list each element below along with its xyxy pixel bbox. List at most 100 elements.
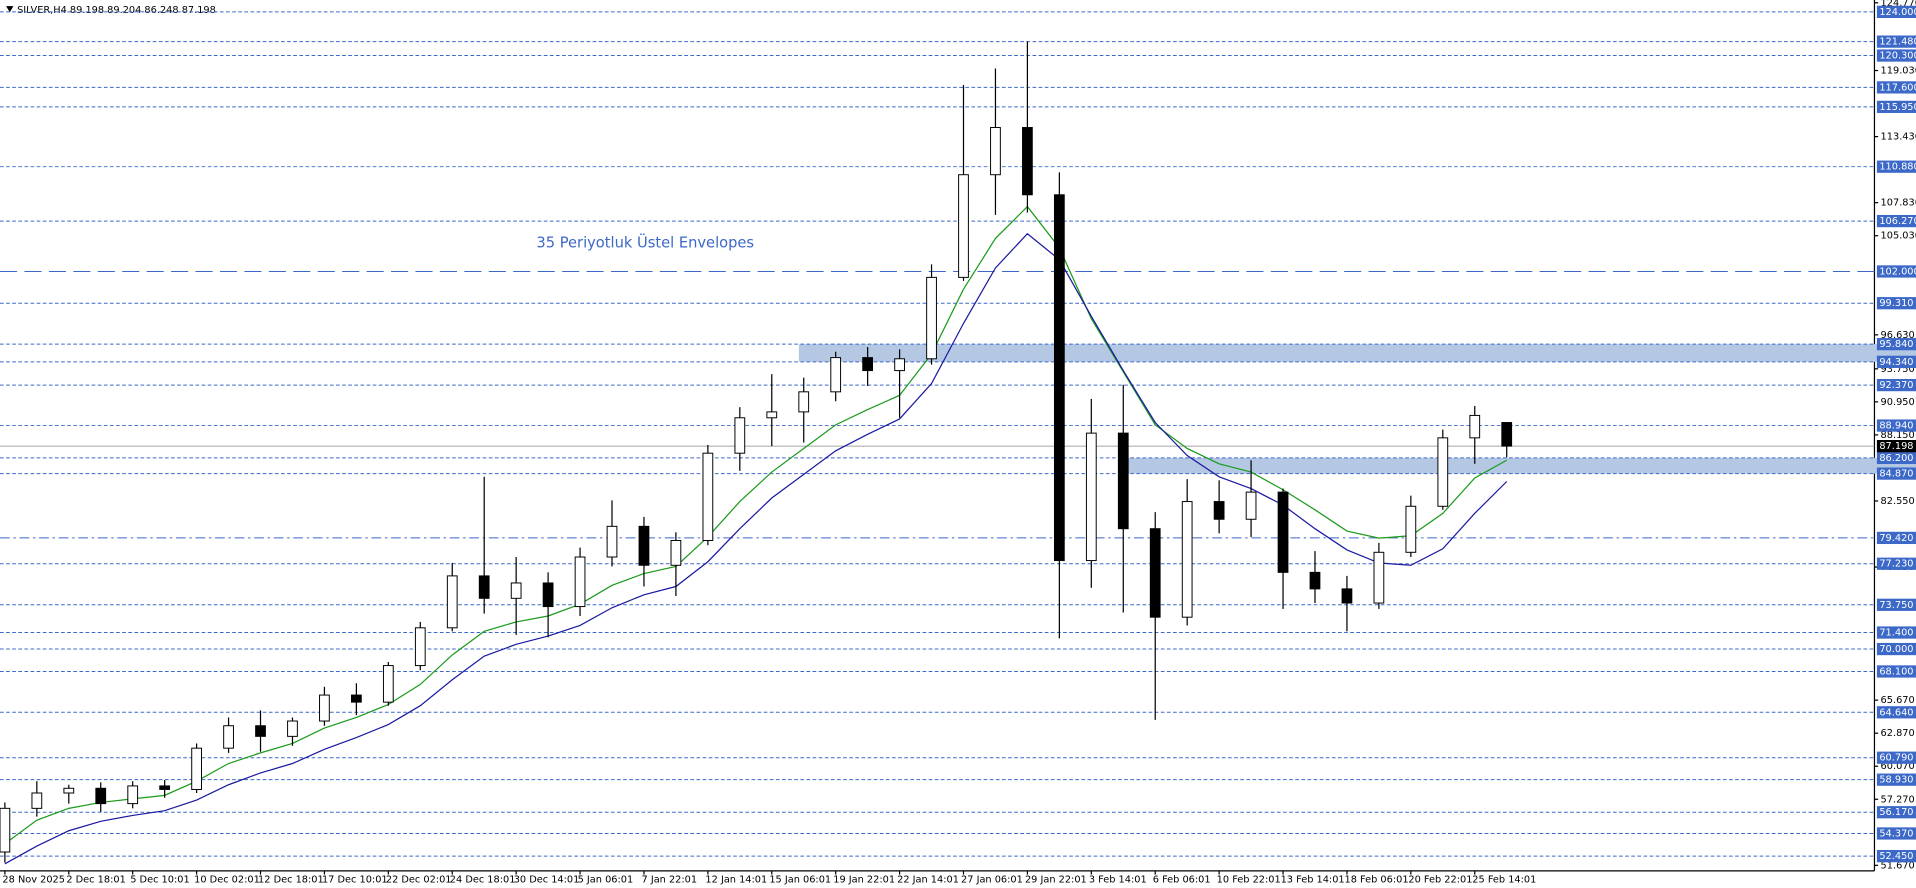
level-label-box	[1876, 557, 1916, 570]
candle-body	[670, 540, 682, 566]
candle-body	[862, 357, 874, 372]
level-label-box	[1876, 451, 1916, 465]
level-label: 73.750	[1879, 600, 1913, 611]
x-tick-label: 7 Jan 22:01	[642, 874, 698, 885]
x-tick-label: 24 Dec 18:01	[450, 874, 516, 885]
x-tick-label: 10 Feb 22:01	[1217, 874, 1281, 885]
candle-body	[734, 417, 746, 454]
menu-triangle[interactable]	[6, 6, 14, 13]
candle-body	[478, 575, 490, 599]
candle-body	[1405, 505, 1417, 553]
x-tick-label: 12 Dec 18:01	[258, 874, 324, 885]
candle-body	[159, 785, 171, 790]
candle-body	[1373, 551, 1385, 604]
level-label: 71.400	[1879, 628, 1913, 639]
level-label: 86.200	[1879, 453, 1913, 464]
candle-body	[446, 575, 458, 629]
y-tick-label: 105.030	[1881, 231, 1916, 242]
level-label-box	[1876, 773, 1916, 786]
level-label: 102.000	[1879, 266, 1916, 277]
level-label-box	[1876, 419, 1916, 432]
candle-body	[1341, 588, 1353, 604]
candle-body	[63, 787, 75, 794]
candle-body	[0, 807, 11, 853]
level-label-box	[1876, 827, 1916, 840]
candle-body	[1117, 432, 1129, 530]
level-label: 68.100	[1879, 666, 1913, 677]
level-label-box	[1876, 160, 1916, 173]
chart-header: SILVER,H4 89.198 89.204 86.248 87.198	[17, 5, 216, 16]
x-tick-label: 5 Jan 06:01	[578, 874, 634, 885]
y-tick-label: 124.770	[1881, 0, 1916, 9]
level-label: 99.310	[1879, 298, 1913, 309]
x-tick-label: 13 Feb 14:01	[1281, 874, 1345, 885]
x-tick-label: 5 Dec 10:01	[130, 874, 189, 885]
level-label: 58.930	[1879, 775, 1913, 786]
x-tick-label: 15 Jan 06:01	[769, 874, 831, 885]
x-tick-label: 17 Dec 10:01	[322, 874, 388, 885]
level-label-box	[1876, 214, 1916, 228]
level-label-box	[1876, 49, 1916, 62]
x-tick-label: 18 Feb 06:01	[1344, 874, 1408, 885]
candle-body	[95, 787, 107, 805]
x-tick-label: 20 Feb 22:01	[1408, 874, 1472, 885]
level-label: 92.370	[1879, 380, 1913, 391]
level-label-box	[1876, 626, 1916, 639]
y-tick-label: 65.670	[1881, 695, 1915, 706]
candle-body	[638, 525, 650, 566]
level-label-box	[1876, 531, 1916, 545]
candle-body	[191, 747, 202, 790]
level-label-box	[1876, 806, 1916, 819]
level-label: 110.880	[1879, 162, 1916, 173]
candle-body	[1053, 194, 1065, 562]
candle-body	[702, 452, 714, 541]
level-label: 60.790	[1879, 753, 1913, 764]
candle-body	[1181, 501, 1193, 618]
last-price-box	[1876, 440, 1916, 453]
candle-body	[1022, 127, 1033, 196]
level-label-box	[1876, 35, 1916, 48]
candle-body	[382, 665, 394, 703]
y-tick-label: 88.150	[1881, 430, 1915, 441]
candle-body	[31, 792, 43, 809]
zone	[1118, 457, 1916, 474]
level-label-box	[1876, 81, 1916, 94]
candle-body	[798, 391, 810, 413]
y-tick-label: 60.070	[1881, 761, 1915, 772]
level-label: 115.950	[1879, 102, 1916, 113]
level-label: 70.000	[1879, 644, 1913, 655]
annotation: 35 Periyotluk Üstel Envelopes	[536, 233, 754, 251]
y-tick-label: 51.670	[1881, 860, 1915, 871]
level-label: 124.000	[1879, 7, 1916, 18]
candle-body	[542, 582, 554, 608]
candle-body	[894, 358, 905, 372]
candle-body	[255, 725, 266, 737]
candle-body	[223, 725, 234, 749]
level-label: 94.340	[1879, 357, 1913, 368]
x-tick-label: 27 Jan 06:01	[961, 874, 1023, 885]
y-tick-label: 90.950	[1881, 397, 1915, 408]
candle-body	[1085, 432, 1097, 562]
candle-body	[958, 174, 969, 278]
level-label: 64.640	[1879, 707, 1913, 718]
x-tick-label: 28 Nov 2025	[2, 874, 65, 885]
level-label-box	[1876, 5, 1916, 19]
candle-body	[926, 276, 937, 360]
candle-body	[830, 357, 842, 393]
y-tick-label: 107.830	[1881, 198, 1916, 209]
level-label: 121.480	[1879, 37, 1916, 48]
candle-body	[127, 785, 139, 805]
level-label-box	[1876, 850, 1916, 863]
x-tick-label: 19 Jan 22:01	[833, 874, 895, 885]
level-label-box	[1876, 642, 1916, 656]
upper-envelope	[4, 205, 1508, 845]
x-tick-label: 6 Feb 06:01	[1153, 874, 1211, 885]
level-label: 77.230	[1879, 559, 1913, 570]
level-label-box	[1876, 355, 1916, 368]
candle-body	[574, 556, 586, 608]
x-tick-label: 25 Feb 14:01	[1472, 874, 1536, 885]
level-label: 52.450	[1879, 851, 1913, 862]
x-tick-label: 2 Dec 18:01	[66, 874, 125, 885]
